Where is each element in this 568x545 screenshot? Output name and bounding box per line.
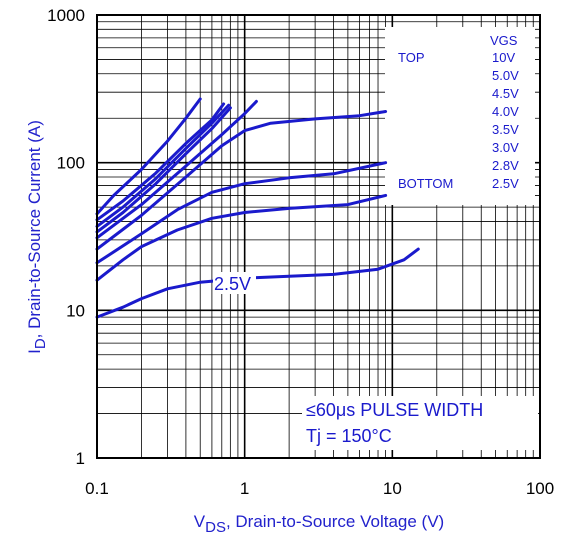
legend-entry: 3.5V (492, 122, 519, 137)
series-line-4.5V (95, 103, 231, 228)
annotations: 2.5V ≤60μs PULSE WIDTH Tj = 150°C (213, 272, 538, 450)
x-tick-label: 10 (383, 479, 402, 498)
curve-label-2.5v: 2.5V (214, 274, 251, 294)
curve-label-background (213, 272, 256, 294)
series-line-10V (95, 97, 202, 216)
y-tick-label: 10 (66, 301, 85, 320)
y-tick-label: 1 (76, 449, 85, 468)
x-axis-label: VDS, Drain-to-Source Voltage (V) (194, 512, 444, 536)
legend-bottom-label: BOTTOM (398, 176, 453, 191)
legend-entry: 2.8V (492, 158, 519, 173)
legend: VGS TOP BOTTOM 10V 5.0V 4.5V 4.0V 3.5V 3.0V 2.… (398, 33, 519, 191)
y-tick-label: 1000 (47, 6, 85, 25)
y-tick-label: 100 (57, 154, 85, 173)
legend-entries: 10V 5.0V 4.5V 4.0V 3.5V 3.0V 2.8V 2.5V (492, 50, 519, 191)
series-line-2.5V (95, 193, 388, 282)
series-line-2.5V (95, 247, 420, 319)
series-line-3.0V (95, 110, 388, 251)
legend-background (385, 27, 535, 205)
annotation-background (302, 396, 538, 450)
series-line-2.8V (95, 161, 388, 265)
x-tick-label: 100 (526, 479, 554, 498)
series-line-5.0V (95, 102, 226, 222)
legend-entry: 10V (492, 50, 515, 65)
series-line-3.5V (95, 99, 258, 240)
legend-entry: 4.5V (492, 86, 519, 101)
y-axis-label: ID, Drain-to-Source Current (A) (25, 120, 49, 354)
legend-top-label: TOP (398, 50, 425, 65)
temperature-note: Tj = 150°C (306, 426, 392, 446)
pulse-width-note: ≤60μs PULSE WIDTH (306, 400, 483, 420)
legend-header: VGS (490, 33, 518, 48)
series-layer (95, 97, 420, 319)
x-tick-label: 0.1 (85, 479, 109, 498)
legend-entry: 4.0V (492, 104, 519, 119)
legend-entry: 2.5V (492, 176, 519, 191)
legend-entry: 3.0V (492, 140, 519, 155)
legend-entry: 5.0V (492, 68, 519, 83)
plot-frame (96, 14, 541, 459)
x-tick-label: 1 (240, 479, 249, 498)
series-line-4.0V (95, 106, 232, 234)
